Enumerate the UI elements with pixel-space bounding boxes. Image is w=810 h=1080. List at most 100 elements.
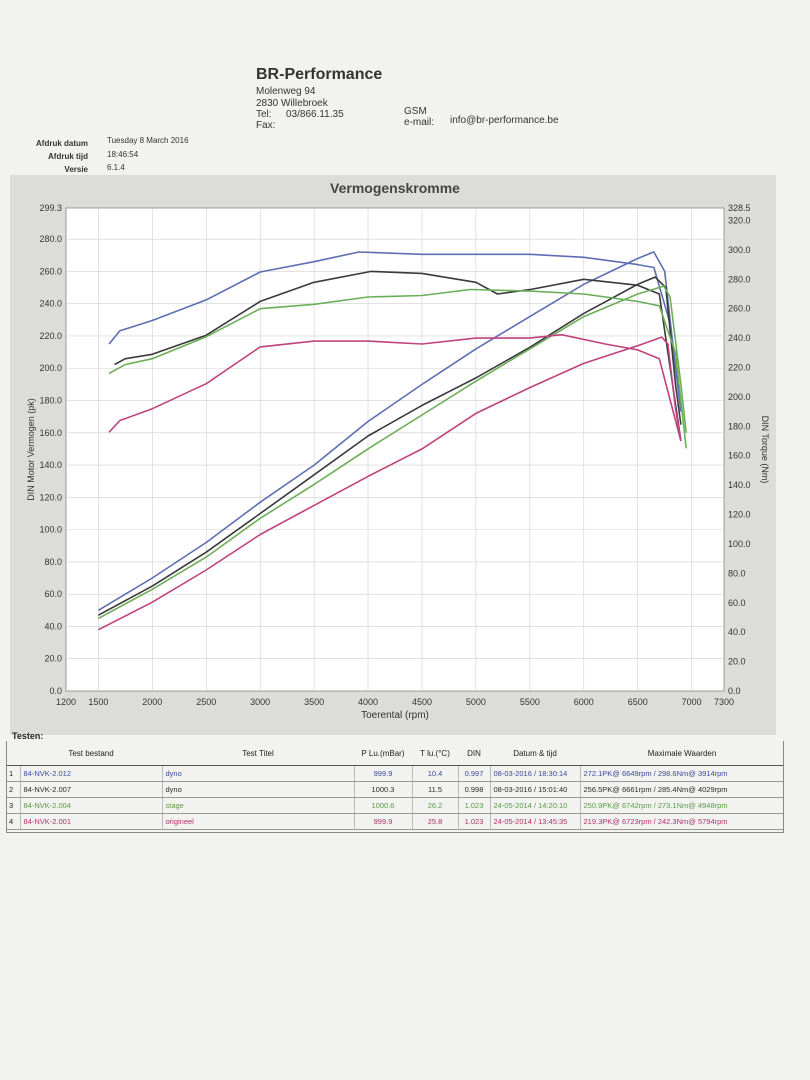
row-pressure: 999.9 — [354, 765, 413, 782]
power-line-84-nvk-2-007 — [98, 276, 682, 616]
company-city: 2830 Willebroek — [256, 98, 328, 109]
y-right-tick-label: 280.0 — [728, 274, 751, 284]
x-tick-label: 1200 — [56, 697, 76, 707]
y-left-tick-label: 200.0 — [39, 363, 62, 373]
torque-line-84-nvk-2-007 — [114, 270, 682, 442]
row-date: 08-03-2016 / 18:30:14 — [490, 765, 581, 782]
email-value: info@br-performance.be — [450, 115, 559, 126]
torque-line-84-nvk-2-001 — [108, 333, 682, 442]
table-row: 2 84-NVK-2.007 dyno 1000.3 11.5 0.998 08-03-20… — [6, 781, 784, 798]
email-label: e-mail: — [404, 117, 435, 128]
tel-label: Tel: — [256, 109, 272, 120]
row-temp: 26.2 — [412, 797, 459, 814]
row-test-file: 84-NVK-2.007 — [20, 781, 163, 798]
y-left-tick-label: 160.0 — [39, 428, 62, 438]
x-tick-label: 4500 — [412, 697, 432, 707]
x-tick-label: 5000 — [466, 697, 486, 707]
y-left-tick-label: 240.0 — [39, 299, 62, 309]
torque-line-84-nvk-2-012 — [108, 251, 682, 412]
row-din: 0.998 — [458, 781, 491, 798]
x-tick-label: 6500 — [628, 697, 648, 707]
x-tick-label: 4000 — [358, 697, 378, 707]
x-tick-label: 1500 — [88, 697, 108, 707]
y-right-tick-label: 100.0 — [728, 539, 751, 549]
y-left-tick-label: 220.0 — [39, 331, 62, 341]
header-pressure: P Lu.(mBar) — [354, 741, 412, 766]
x-axis-label: Toerental (rpm) — [361, 710, 429, 721]
y-right-axis-label: DIN Torque (Nm) — [760, 416, 770, 484]
row-temp: 11.5 — [412, 781, 459, 798]
row-date: 08-03-2016 / 15:01:40 — [490, 781, 581, 798]
row-test-title: stage — [162, 797, 355, 814]
y-left-tick-label: 140.0 — [39, 460, 62, 470]
power-line-84-nvk-2-001 — [98, 336, 682, 631]
y-right-tick-label: 160.0 — [728, 451, 751, 461]
y-right-tick-label: 220.0 — [728, 363, 751, 373]
y-right-tick-label: 0.0 — [728, 686, 741, 696]
tests-section-label: Testen: — [12, 731, 44, 741]
row-pressure: 1000.3 — [354, 781, 413, 798]
power-chart: Vermogenskromme 1200 1500 2000 2500 3000 3500 4… — [10, 175, 776, 735]
y-left-axis-label: DIN Motor Vermogen (pk) — [26, 398, 36, 501]
y-right-tick-label: 260.0 — [728, 304, 751, 314]
x-tick-label: 3000 — [250, 697, 270, 707]
y-right-tick-label: 300.0 — [728, 245, 751, 255]
x-tick-label: 2000 — [142, 697, 162, 707]
print-date-label: Afdruk datum — [36, 139, 88, 148]
row-date: 24-05-2014 / 13:45:35 — [490, 813, 581, 830]
x-tick-label: 7300 — [714, 697, 734, 707]
row-test-title: dyno — [162, 781, 355, 798]
print-time-label: Afdruk tijd — [48, 152, 88, 161]
tel-value: 03/866.11.35 — [286, 109, 344, 120]
y-left-tick-label: 299.3 — [39, 203, 62, 213]
x-tick-label: 2500 — [196, 697, 216, 707]
tests-table: Test bestand Test Titel P Lu.(mBar) T lu… — [6, 741, 784, 830]
tests-header-row: Test bestand Test Titel P Lu.(mBar) T lu… — [6, 741, 784, 766]
version-label: Versie — [64, 165, 88, 174]
row-din: 0.997 — [458, 765, 491, 782]
row-test-title: origineel — [162, 813, 355, 830]
row-max-values: 219.3PK@ 6723rpm / 242.3Nm@ 5794rpm — [580, 813, 784, 830]
y-left-tick-label: 60.0 — [44, 589, 62, 599]
y-right-tick-label: 60.0 — [728, 598, 746, 608]
y-left-tick-label: 80.0 — [44, 557, 62, 567]
row-max-values: 256.5PK@ 6661rpm / 285.4Nm@ 4029rpm — [580, 781, 784, 798]
y-left-tick-label: 180.0 — [39, 396, 62, 406]
row-max-values: 250.9PK@ 6742rpm / 273.1Nm@ 4948rpm — [580, 797, 784, 814]
chart-title: Vermogenskromme — [330, 180, 460, 196]
row-temp: 10.4 — [412, 765, 459, 782]
table-row: 3 84-NVK-2.004 stage 1000.6 26.2 1.023 24-05-2… — [6, 797, 784, 814]
row-number: 2 — [6, 781, 21, 798]
y-left-tick-label: 280.0 — [39, 234, 62, 244]
x-tick-label: 7000 — [682, 697, 702, 707]
row-number: 3 — [6, 797, 21, 814]
x-tick-label: 6000 — [574, 697, 594, 707]
y-right-tick-label: 80.0 — [728, 568, 746, 578]
y-left-tick-label: 0.0 — [49, 686, 62, 696]
row-test-title: dyno — [162, 765, 355, 782]
table-row: 4 84-NVK-2.001 origineel 999.9 25.8 1.023 24-0… — [6, 813, 784, 830]
y-left-tick-label: 260.0 — [39, 266, 62, 276]
row-date: 24-05-2014 / 14:20:10 — [490, 797, 581, 814]
y-right-tick-label: 328.5 — [728, 203, 751, 213]
y-right-tick-label: 320.0 — [728, 215, 751, 225]
gsm-label: GSM — [404, 106, 427, 117]
row-pressure: 1000.6 — [354, 797, 413, 814]
company-street: Molenweg 94 — [256, 86, 316, 97]
y-right-tick-label: 40.0 — [728, 627, 746, 637]
torque-line-84-nvk-2-004 — [108, 288, 687, 449]
header-max-values: Maximale Waarden — [580, 741, 784, 766]
power-line-84-nvk-2-012 — [97, 251, 682, 611]
row-test-file: 84-NVK-2.004 — [20, 797, 163, 814]
y-left-tick-label: 20.0 — [44, 654, 62, 664]
x-tick-label: 5500 — [520, 697, 540, 707]
y-right-tick-label: 240.0 — [728, 333, 751, 343]
header-temp: T lu.(°C) — [412, 741, 458, 766]
table-row: 1 84-NVK-2.012 dyno 999.9 10.4 0.997 08-03-201… — [6, 765, 784, 782]
company-name: BR-Performance — [256, 66, 383, 83]
row-test-file: 84-NVK-2.001 — [20, 813, 163, 830]
row-din: 1.023 — [458, 797, 491, 814]
header-num — [6, 741, 20, 766]
row-number: 4 — [6, 813, 21, 830]
y-left-tick-label: 120.0 — [39, 492, 62, 502]
